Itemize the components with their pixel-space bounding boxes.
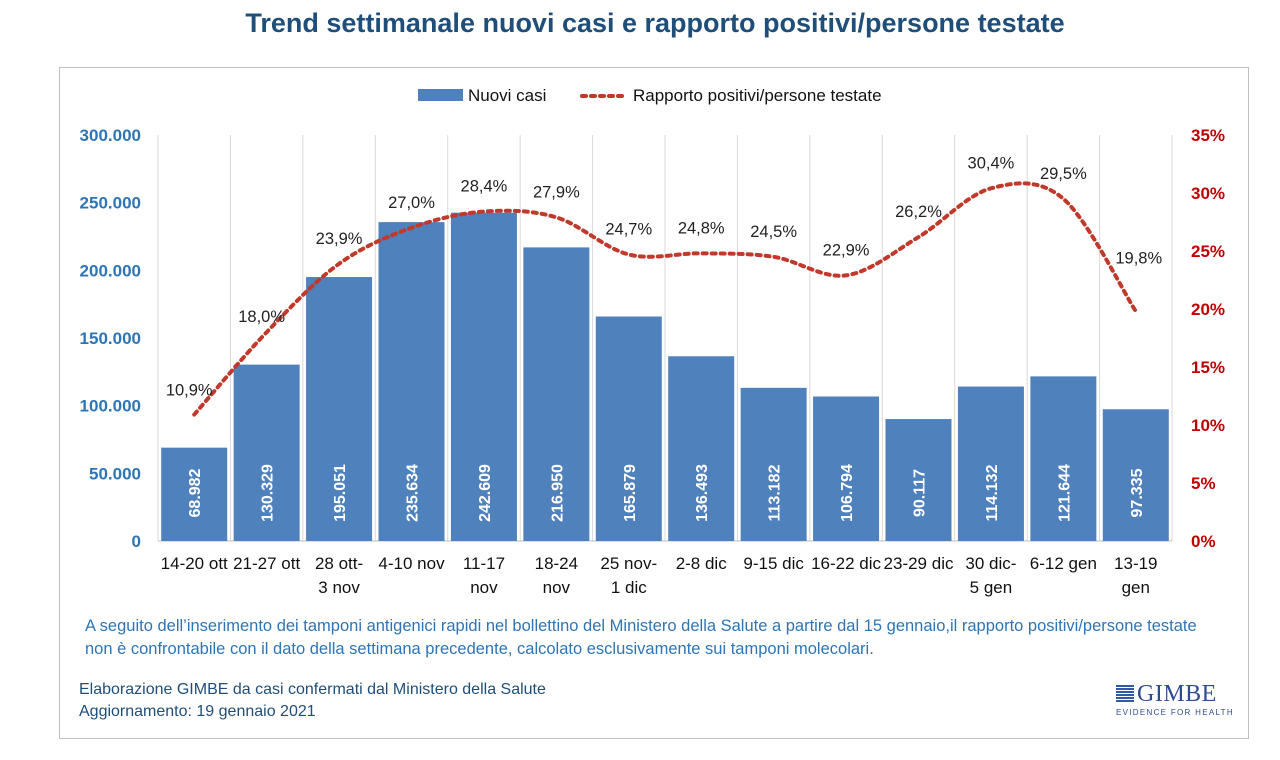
ratio-value-label: 18,0% (238, 308, 285, 326)
y-right-tick-label: 20% (1191, 300, 1225, 319)
x-tick-label: 25 nov- (600, 554, 657, 573)
bar-value-label: 90.117 (912, 469, 929, 517)
legend-swatch-bars (418, 89, 463, 101)
x-tick-label: 5 gen (970, 578, 1013, 597)
y-left-tick-label: 150.000 (80, 329, 141, 348)
ratio-value-label: 22,9% (823, 241, 870, 259)
bar-value-label: 136.493 (694, 464, 711, 522)
bar-value-label: 113.182 (767, 464, 784, 521)
bar-value-label: 68.982 (187, 468, 204, 517)
bar-value-label: 235.634 (405, 464, 422, 522)
bar (668, 356, 735, 541)
x-tick-label: 21-27 ott (233, 554, 300, 573)
ratio-value-label: 24,8% (678, 219, 725, 237)
x-tick-label: 28 ott- (315, 554, 363, 573)
bar-value-label: 242.609 (477, 464, 494, 522)
x-tick-label: 3 nov (318, 578, 360, 597)
chart-title: Trend settimanale nuovi casi e rapporto … (245, 8, 1065, 38)
x-tick-label: 2-8 dic (676, 554, 728, 573)
x-tick-label: 16-22 dic (811, 554, 881, 573)
bar (161, 447, 228, 541)
bar-value-label: 106.794 (839, 464, 856, 522)
bar (885, 419, 952, 541)
bar (1102, 409, 1169, 541)
ratio-value-label: 26,2% (895, 203, 942, 221)
gimbe-logo: GIMBE EVIDENCE FOR HEALTH (1116, 681, 1234, 722)
x-tick-label: 1 dic (611, 578, 647, 597)
methodology-note: A seguito dell’inserimento dei tamponi a… (85, 617, 1197, 658)
source-line: Elaborazione GIMBE da casi confermati da… (79, 681, 546, 698)
x-tick-label: 23-29 dic (884, 554, 954, 573)
y-right-tick-label: 10% (1191, 416, 1225, 435)
y-right-tick-label: 25% (1191, 242, 1225, 261)
x-tick-label: 30 dic- (965, 554, 1016, 573)
x-tick-label: 4-10 nov (378, 554, 445, 573)
y-right-tick-label: 15% (1191, 358, 1225, 377)
x-tick-label: 18-24 (535, 554, 578, 573)
bar (595, 316, 662, 541)
y-left-tick-label: 250.000 (80, 194, 141, 213)
ratio-value-label: 19,8% (1115, 249, 1162, 267)
chart-frame (59, 67, 1249, 739)
x-tick-label: 9-15 dic (743, 554, 804, 573)
y-left-tick-label: 100.000 (80, 397, 141, 416)
logo-name: GIMBE (1137, 681, 1217, 707)
y-right-tick-label: 30% (1191, 184, 1225, 203)
ratio-value-label: 28,4% (461, 178, 508, 196)
x-tick-label: 14-20 ott (161, 554, 228, 573)
legend-label-line: Rapporto positivi/persone testate (633, 86, 882, 105)
ratio-value-label: 27,0% (388, 194, 435, 212)
update-date: Aggiornamento: 19 gennaio 2021 (79, 703, 316, 720)
y-left-tick-label: 50.000 (89, 464, 141, 483)
ratio-value-label: 10,9% (166, 382, 213, 400)
ratio-value-label: 27,9% (533, 183, 580, 201)
x-tick-label: 13-19 (1114, 554, 1157, 573)
x-tick-label: nov (470, 578, 498, 597)
bar (813, 396, 880, 541)
x-tick-label: nov (543, 578, 571, 597)
credits: Elaborazione GIMBE da casi confermati da… (79, 679, 546, 723)
bar (450, 212, 517, 541)
x-tick-label: gen (1122, 578, 1150, 597)
y-left-tick-label: 300.000 (80, 126, 141, 145)
bar (233, 364, 300, 541)
x-tick-label: 6-12 gen (1030, 554, 1097, 573)
ratio-value-label: 29,5% (1040, 165, 1087, 183)
bar-value-label: 165.879 (622, 464, 639, 522)
y-left-tick-label: 200.000 (80, 261, 141, 280)
ratio-value-label: 23,9% (316, 230, 363, 248)
bar-value-label: 195.051 (332, 464, 349, 522)
logo-tagline: EVIDENCE FOR HEALTH (1116, 708, 1234, 717)
bar (523, 247, 590, 541)
bar-value-label: 121.644 (1056, 464, 1073, 522)
bar-value-label: 114.132 (984, 464, 1001, 521)
ratio-value-label: 24,5% (750, 223, 797, 241)
legend-label-bars: Nuovi casi (468, 86, 546, 105)
y-right-tick-label: 0% (1191, 532, 1216, 551)
bar (378, 222, 445, 542)
bar (740, 387, 807, 541)
y-right-tick-label: 35% (1191, 126, 1225, 145)
bar (957, 386, 1024, 541)
bar-value-label: 216.950 (549, 464, 566, 522)
ratio-value-label: 24,7% (605, 220, 652, 238)
y-left-tick-label: 0 (132, 532, 141, 551)
y-right-tick-label: 5% (1191, 474, 1216, 493)
logo-mark-icon (1116, 684, 1134, 702)
bar (306, 277, 373, 541)
ratio-value-label: 30,4% (968, 154, 1015, 172)
x-tick-label: 11-17 (463, 554, 505, 573)
bar-value-label: 97.335 (1129, 468, 1146, 517)
bar-value-label: 130.329 (260, 464, 277, 522)
ratio-line (192, 181, 1138, 417)
bar (1030, 376, 1097, 541)
